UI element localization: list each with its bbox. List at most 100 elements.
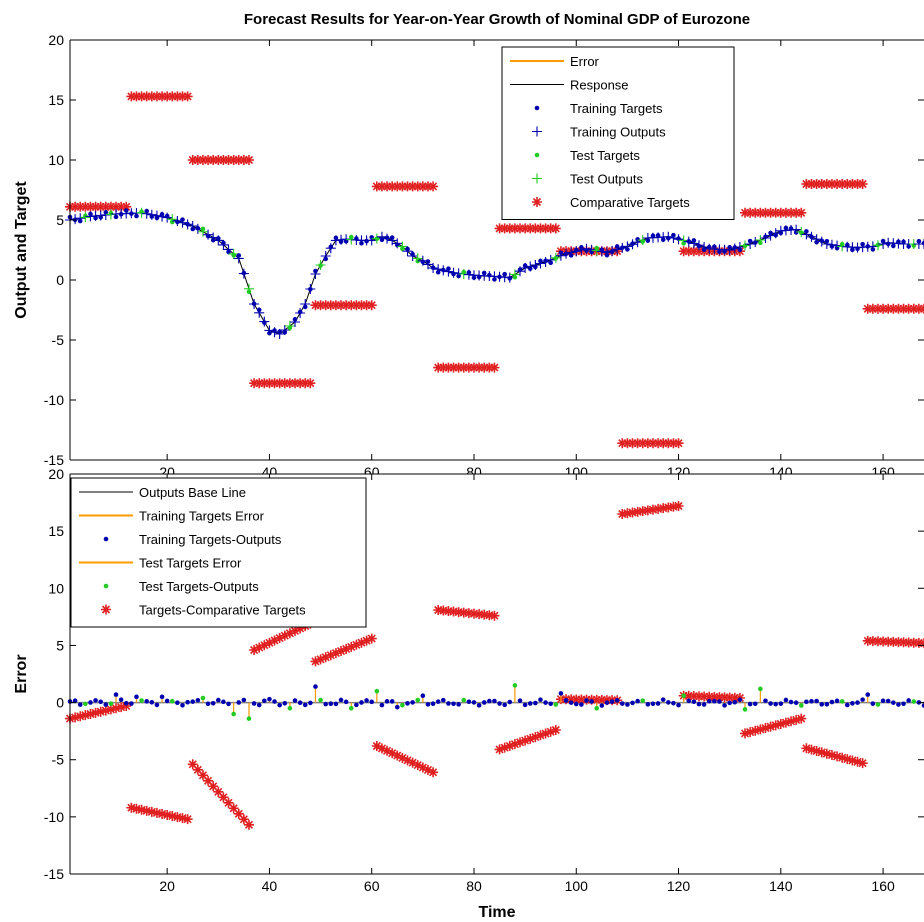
training-targets-outputs-marker (752, 701, 758, 707)
training-targets-outputs-marker (891, 700, 896, 705)
targets-comparative-marker (458, 607, 469, 618)
comparative-target-marker (228, 155, 239, 165)
targets-comparative-marker (417, 762, 428, 773)
targets-comparative-marker (422, 764, 433, 775)
targets-comparative-marker (653, 503, 664, 514)
training-targets-outputs-marker (901, 701, 906, 707)
training-target-marker (262, 320, 267, 325)
comparative-target-marker (412, 181, 423, 192)
training-targets-outputs-marker (522, 702, 528, 708)
targets-comparative-marker (811, 745, 822, 756)
training-targets-outputs-marker (476, 703, 482, 708)
training-targets-outputs-marker (175, 700, 180, 706)
test-target-marker (875, 242, 881, 248)
bottom-ylabel: Error (13, 654, 30, 693)
targets-comparative-marker (412, 760, 423, 771)
training-targets-outputs-marker (267, 696, 272, 702)
targets-comparative-marker (187, 759, 198, 770)
comparative-target-marker (663, 438, 674, 449)
targets-comparative-marker (525, 733, 536, 744)
comparative-target-marker (371, 181, 382, 192)
targets-comparative-marker (893, 637, 904, 648)
training-targets-outputs-marker (579, 702, 584, 707)
training-target-marker (338, 239, 344, 245)
comparative-target-marker (816, 179, 827, 189)
training-target-marker (604, 252, 610, 258)
targets-comparative-marker (745, 727, 756, 738)
comparative-target-marker (504, 223, 515, 234)
training-targets-outputs-marker (543, 700, 548, 705)
top-plot-data (65, 91, 924, 449)
training-targets-outputs-marker (737, 697, 743, 703)
bottom-legend-marker-sample (103, 583, 109, 589)
training-targets-outputs-marker (323, 701, 328, 707)
training-target-marker (747, 238, 753, 244)
training-target-marker (175, 219, 180, 225)
comparative-target-marker (883, 303, 894, 314)
top-legend-label: Test Targets (570, 148, 640, 163)
targets-comparative-marker (642, 505, 653, 516)
training-target-marker (221, 240, 226, 246)
comparative-target-marker (745, 207, 756, 218)
targets-comparative-marker (842, 754, 853, 765)
bottom-xtick-label: 80 (466, 878, 482, 894)
training-targets-outputs-marker (369, 699, 375, 705)
targets-comparative-marker (254, 642, 265, 653)
comparative-target-marker (898, 303, 909, 314)
comparative-target-marker (683, 246, 694, 257)
comparative-target-marker (458, 362, 469, 373)
training-target-marker (752, 240, 758, 245)
test-target-marker (83, 213, 88, 219)
bottom-legend-label: Test Targets Error (139, 556, 242, 571)
training-targets-outputs-marker (164, 698, 170, 704)
training-targets-outputs-marker (118, 697, 124, 703)
training-targets-outputs-marker (558, 691, 564, 696)
training-targets-outputs-marker (850, 701, 855, 706)
test-targets-outputs-marker (318, 697, 323, 703)
training-targets-outputs-marker (333, 701, 339, 707)
training-targets-outputs-marker (788, 699, 794, 705)
training-target-marker (354, 236, 359, 241)
targets-comparative-marker (402, 755, 413, 766)
targets-comparative-marker (382, 745, 393, 756)
targets-comparative-marker (116, 702, 127, 713)
targets-comparative-marker (238, 814, 249, 825)
bottom-xlabel: Time (478, 904, 515, 921)
targets-comparative-marker (443, 606, 454, 617)
targets-comparative-marker (637, 506, 648, 517)
targets-comparative-marker (157, 808, 168, 819)
targets-comparative-marker (484, 610, 495, 621)
targets-comparative-marker (111, 703, 122, 714)
comparative-target-marker (249, 378, 260, 389)
comparative-target-marker (136, 91, 147, 102)
bottom-legend-label: Outputs Base Line (139, 485, 246, 500)
training-target-marker (118, 211, 124, 217)
training-target-marker (635, 237, 640, 242)
training-target-marker (507, 276, 513, 281)
training-targets-outputs-marker (609, 699, 615, 704)
training-targets-outputs-marker (180, 703, 185, 708)
training-targets-outputs-marker (379, 702, 385, 708)
top-legend-label: Test Outputs (570, 172, 643, 187)
bottom-ytick-label: -5 (52, 752, 65, 768)
training-targets-outputs-marker (589, 699, 594, 704)
training-targets-outputs-marker (722, 703, 727, 708)
targets-comparative-marker (468, 608, 479, 619)
targets-comparative-marker (290, 625, 301, 636)
test-target-marker (415, 258, 421, 264)
comparative-target-marker (151, 91, 162, 102)
training-targets-outputs-marker (256, 702, 262, 708)
comparative-target-marker (479, 362, 490, 373)
comparative-target-marker (264, 378, 275, 389)
top-ylabel: Output and Target (13, 181, 30, 319)
comparative-target-marker (673, 438, 684, 449)
test-target-marker (461, 269, 467, 275)
targets-comparative-marker (867, 636, 878, 647)
comparative-target-marker (770, 207, 781, 218)
targets-comparative-marker (719, 692, 730, 703)
comparative-target-marker (688, 246, 699, 257)
targets-comparative-marker (474, 609, 485, 620)
comparative-target-marker (867, 303, 878, 314)
comparative-target-marker (172, 91, 183, 102)
